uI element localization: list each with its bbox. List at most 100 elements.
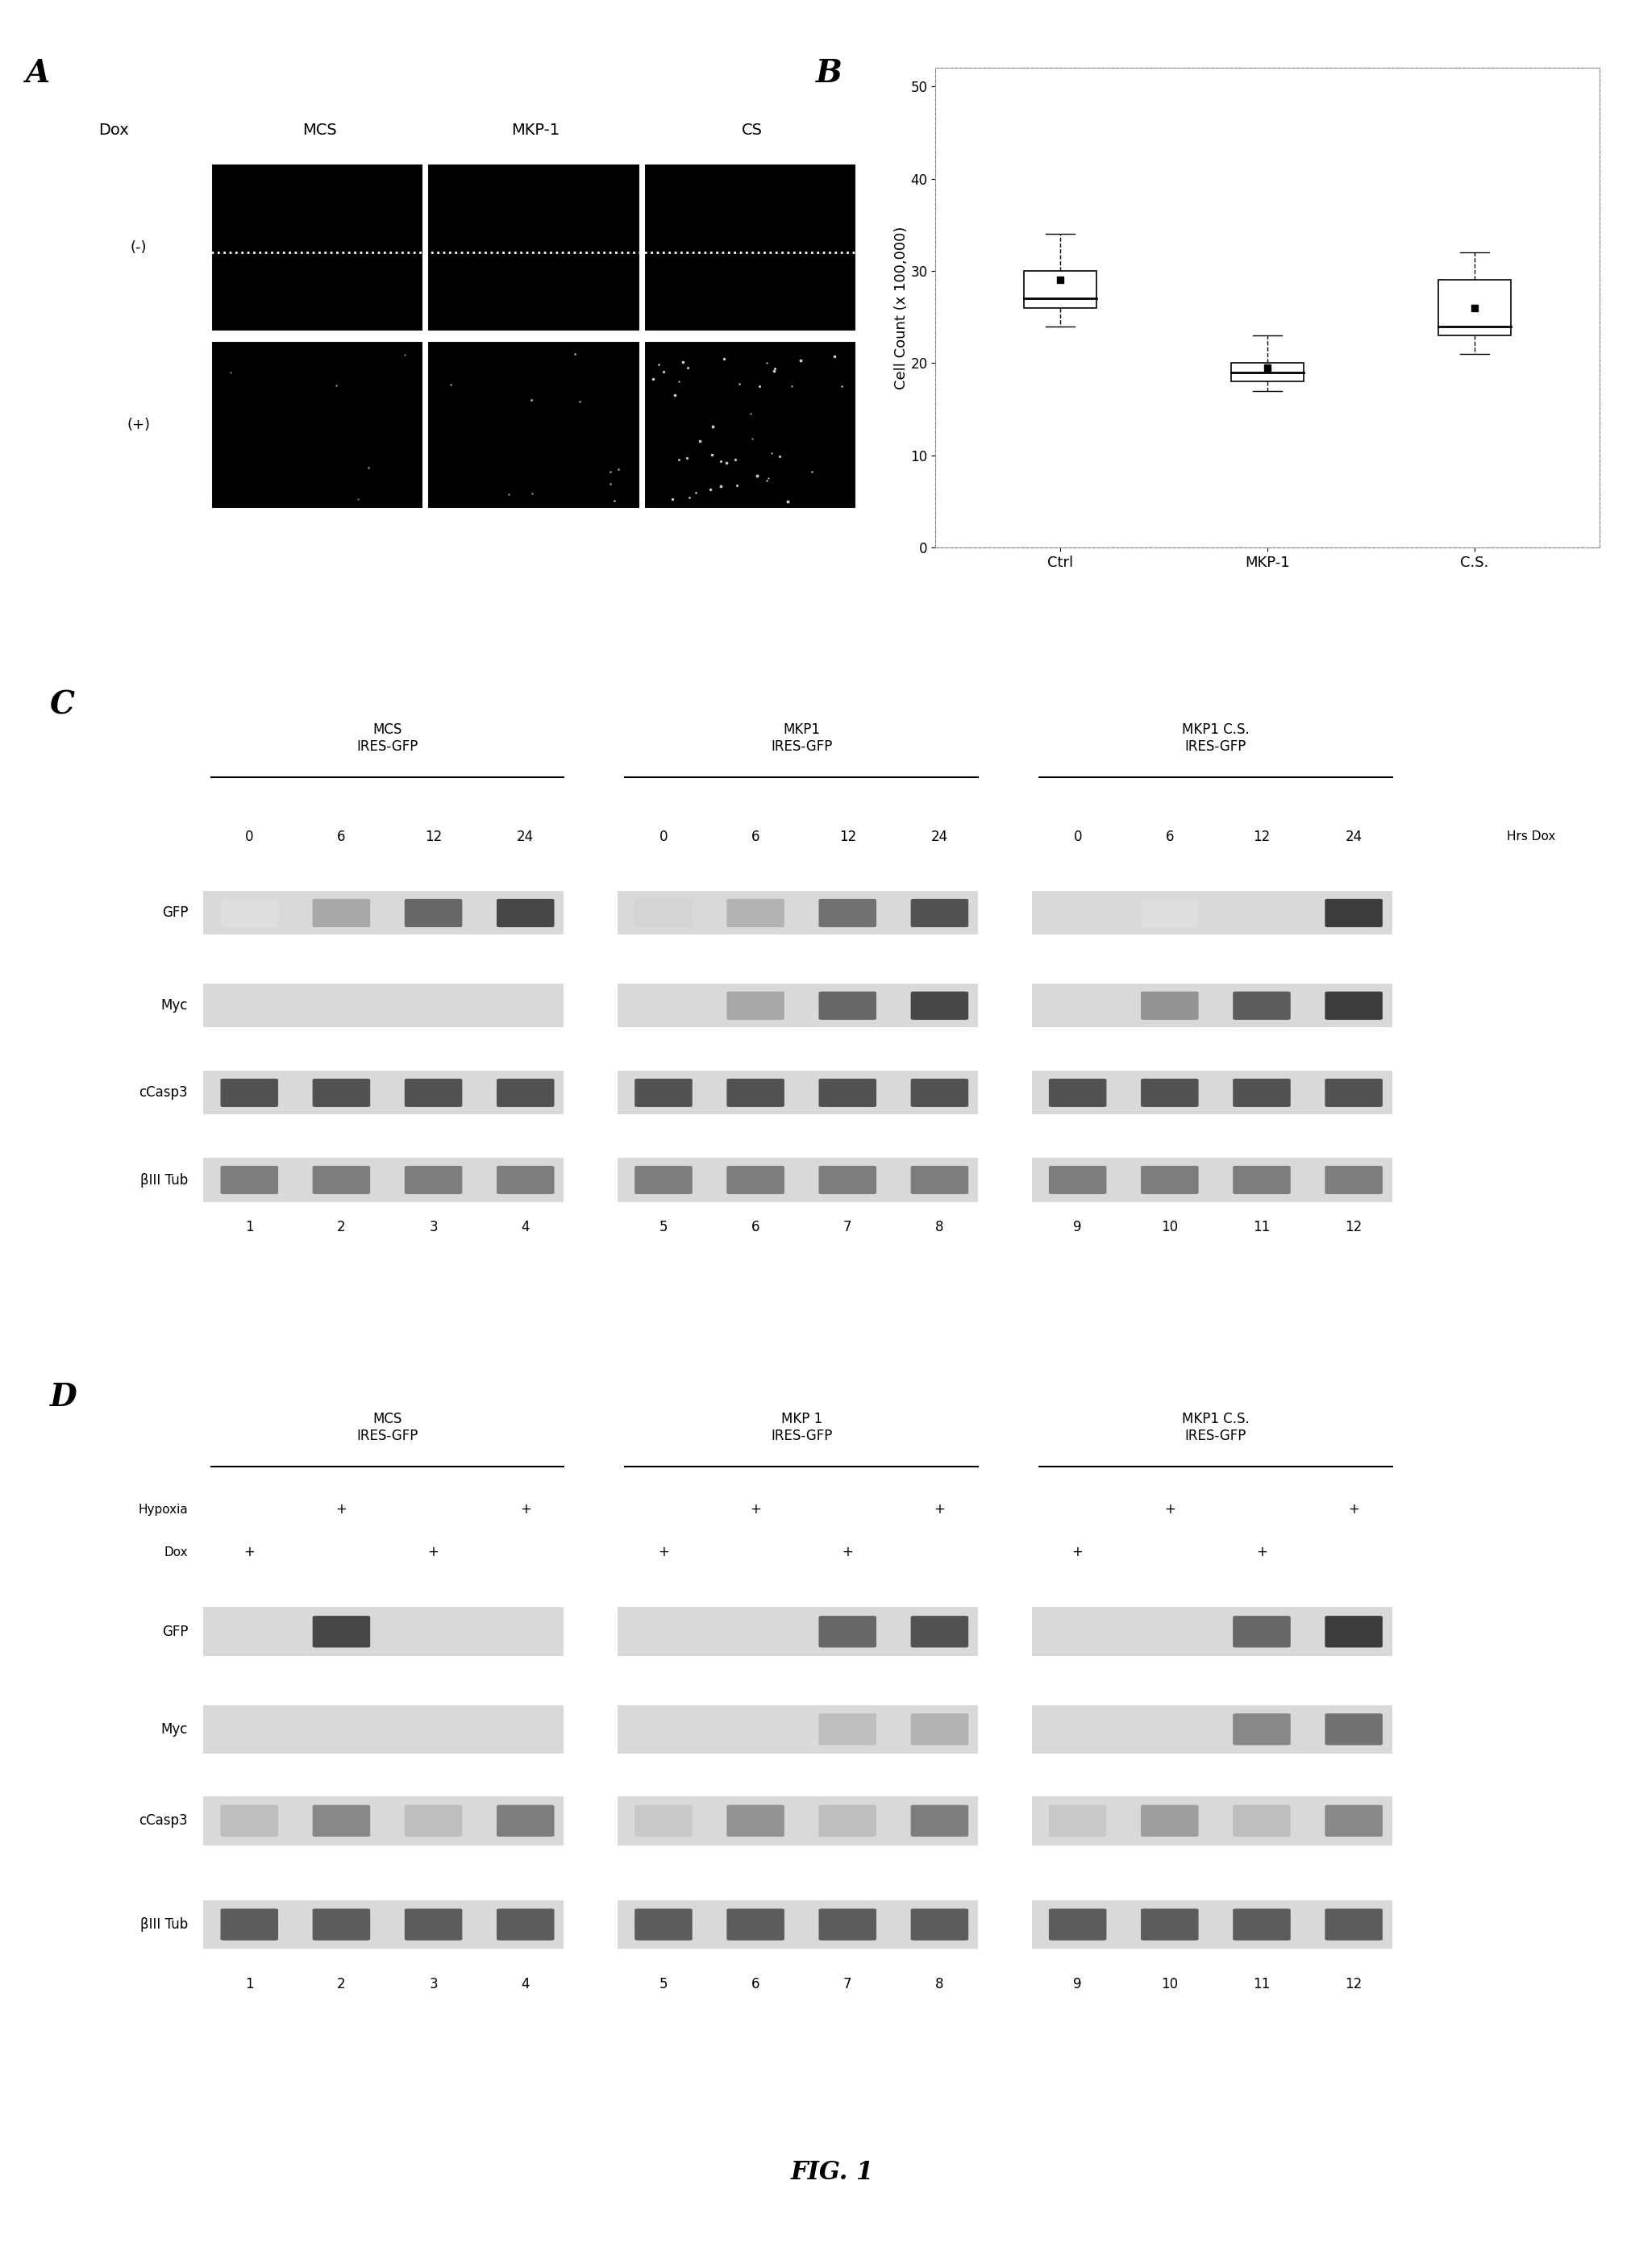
Text: MKP-1: MKP-1 <box>511 122 559 138</box>
Text: 9: 9 <box>1073 1978 1081 1991</box>
FancyBboxPatch shape <box>910 1910 967 1941</box>
FancyBboxPatch shape <box>220 1080 277 1107</box>
Text: MCS: MCS <box>302 122 336 138</box>
FancyBboxPatch shape <box>819 1712 876 1744</box>
Text: 5: 5 <box>659 1978 667 1991</box>
Text: D: D <box>51 1381 77 1413</box>
Text: 11: 11 <box>1253 1220 1269 1234</box>
Text: 4: 4 <box>520 1978 530 1991</box>
FancyBboxPatch shape <box>313 1910 370 1941</box>
Bar <box>210 340 424 508</box>
Bar <box>1031 891 1391 934</box>
FancyBboxPatch shape <box>496 1910 555 1941</box>
Bar <box>1031 1608 1391 1656</box>
Bar <box>644 340 856 508</box>
Bar <box>427 340 639 508</box>
Text: 12: 12 <box>1253 830 1269 844</box>
FancyBboxPatch shape <box>1233 991 1290 1021</box>
Text: cCasp3: cCasp3 <box>139 1814 188 1828</box>
FancyBboxPatch shape <box>726 1910 785 1941</box>
Text: 6: 6 <box>750 1978 760 1991</box>
Text: 10: 10 <box>1161 1220 1178 1234</box>
Text: GFP: GFP <box>161 1624 188 1640</box>
Text: 12: 12 <box>1344 1220 1362 1234</box>
Text: 4: 4 <box>520 1220 530 1234</box>
Text: +: + <box>520 1501 530 1517</box>
FancyBboxPatch shape <box>910 1166 967 1195</box>
FancyBboxPatch shape <box>1140 1166 1197 1195</box>
FancyBboxPatch shape <box>726 1080 785 1107</box>
Text: +: + <box>933 1501 944 1517</box>
Text: +: + <box>657 1545 669 1560</box>
FancyBboxPatch shape <box>910 1615 967 1647</box>
Bar <box>617 1608 977 1656</box>
FancyBboxPatch shape <box>496 898 555 928</box>
Text: 8: 8 <box>935 1978 943 1991</box>
FancyBboxPatch shape <box>819 1615 876 1647</box>
FancyBboxPatch shape <box>1324 898 1381 928</box>
Text: 24: 24 <box>931 830 948 844</box>
Bar <box>617 1070 977 1114</box>
FancyBboxPatch shape <box>819 1910 876 1941</box>
Text: C: C <box>51 689 75 721</box>
FancyBboxPatch shape <box>910 898 967 928</box>
FancyBboxPatch shape <box>404 1805 462 1837</box>
Text: 3: 3 <box>429 1220 437 1234</box>
Text: GFP: GFP <box>161 905 188 921</box>
Text: Dox: Dox <box>165 1547 188 1558</box>
FancyBboxPatch shape <box>496 1166 555 1195</box>
FancyBboxPatch shape <box>1324 1615 1381 1647</box>
Bar <box>210 163 424 331</box>
Text: 1: 1 <box>245 1220 253 1234</box>
Text: +: + <box>427 1545 439 1560</box>
Bar <box>617 891 977 934</box>
Bar <box>644 163 856 331</box>
Text: 10: 10 <box>1161 1978 1178 1991</box>
FancyBboxPatch shape <box>313 1805 370 1837</box>
Bar <box>1230 363 1303 381</box>
Text: MKP1 C.S.
IRES-GFP: MKP1 C.S. IRES-GFP <box>1181 723 1249 753</box>
Text: 9: 9 <box>1073 1220 1081 1234</box>
FancyBboxPatch shape <box>819 991 876 1021</box>
Text: 3: 3 <box>429 1978 437 1991</box>
FancyBboxPatch shape <box>404 1910 462 1941</box>
FancyBboxPatch shape <box>1324 1805 1381 1837</box>
FancyBboxPatch shape <box>220 898 277 928</box>
FancyBboxPatch shape <box>1324 1910 1381 1941</box>
FancyBboxPatch shape <box>1140 1910 1197 1941</box>
FancyBboxPatch shape <box>910 1080 967 1107</box>
Text: 12: 12 <box>1344 1978 1362 1991</box>
Text: βIII Tub: βIII Tub <box>140 1173 188 1186</box>
FancyBboxPatch shape <box>910 1805 967 1837</box>
Text: +: + <box>1072 1545 1083 1560</box>
Text: 6: 6 <box>750 1220 760 1234</box>
Text: 24: 24 <box>517 830 533 844</box>
Text: MKP1 C.S.
IRES-GFP: MKP1 C.S. IRES-GFP <box>1181 1413 1249 1442</box>
FancyBboxPatch shape <box>726 991 785 1021</box>
Text: 0: 0 <box>245 830 253 844</box>
Bar <box>1031 1796 1391 1846</box>
Bar <box>617 1796 977 1846</box>
FancyBboxPatch shape <box>404 1080 462 1107</box>
FancyBboxPatch shape <box>910 1712 967 1744</box>
Bar <box>204 1070 564 1114</box>
Text: 6: 6 <box>1165 830 1173 844</box>
Text: 0: 0 <box>1073 830 1081 844</box>
FancyBboxPatch shape <box>910 991 967 1021</box>
FancyBboxPatch shape <box>1233 1080 1290 1107</box>
Bar <box>617 1159 977 1202</box>
Text: MKP 1
IRES-GFP: MKP 1 IRES-GFP <box>770 1413 832 1442</box>
Text: Myc: Myc <box>161 1721 188 1737</box>
Bar <box>1023 270 1096 308</box>
Text: MCS
IRES-GFP: MCS IRES-GFP <box>357 723 418 753</box>
FancyBboxPatch shape <box>634 1080 692 1107</box>
Text: 0: 0 <box>659 830 667 844</box>
FancyBboxPatch shape <box>1233 1712 1290 1744</box>
FancyBboxPatch shape <box>313 898 370 928</box>
FancyBboxPatch shape <box>220 1166 277 1195</box>
Text: 24: 24 <box>1344 830 1362 844</box>
FancyBboxPatch shape <box>819 1166 876 1195</box>
Text: 8: 8 <box>935 1220 943 1234</box>
Text: 12: 12 <box>838 830 856 844</box>
FancyBboxPatch shape <box>819 1805 876 1837</box>
